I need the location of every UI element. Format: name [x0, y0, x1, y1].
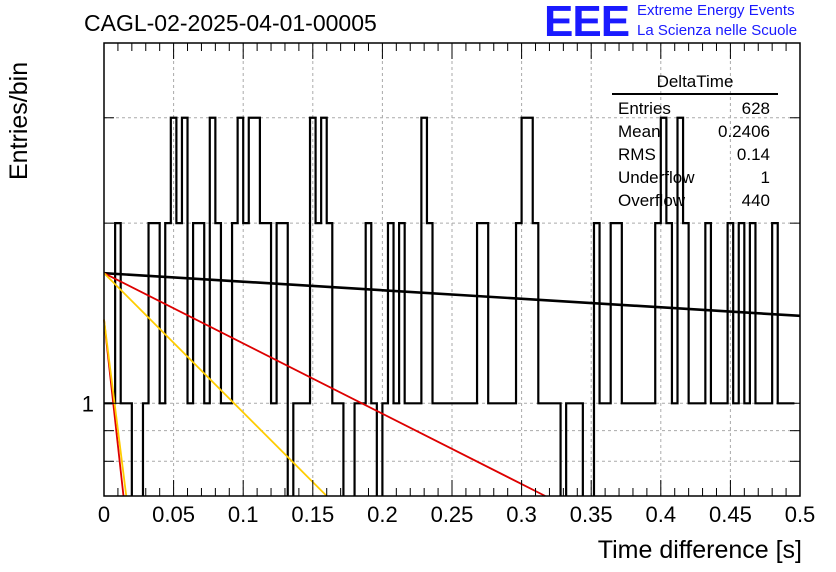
x-tick-label: 0.2	[367, 502, 398, 527]
x-tick-label: 0.3	[506, 502, 537, 527]
stats-row-mean: Mean 0.2406	[612, 120, 778, 143]
stats-value: 628	[741, 99, 770, 118]
stats-value: 1	[760, 168, 770, 187]
stats-value: 440	[741, 191, 770, 210]
fit-line-0	[103, 271, 801, 318]
y-axis-label: Entries/bin	[5, 61, 33, 180]
y-tick-label: 1	[82, 391, 94, 416]
stats-row-overflow: Overflow 440	[612, 189, 778, 212]
x-tick-label: 0.05	[152, 502, 195, 527]
histogram-bins	[104, 116, 795, 496]
stats-label: Overflow	[618, 191, 686, 210]
fit-line-2	[103, 272, 328, 497]
x-tick-label: 0.5	[785, 502, 816, 527]
run-title: CAGL-02-2025-04-01-00005	[84, 10, 377, 36]
x-tick-label: 0.35	[570, 502, 613, 527]
eee-logo: EEE	[544, 0, 630, 46]
x-axis-label: Time difference [s]	[597, 536, 802, 564]
x-tick-label: 0.1	[228, 502, 259, 527]
stats-label: Underflow	[618, 168, 695, 187]
fit-line-1	[103, 272, 546, 497]
fit-line-4	[103, 319, 128, 497]
stats-label: RMS	[618, 145, 656, 164]
stats-title: DeltaTime	[612, 72, 778, 95]
x-tick-label: 0	[98, 502, 110, 527]
x-tick-label: 0.25	[431, 502, 474, 527]
stats-value: 0.14	[736, 145, 770, 164]
stats-label: Mean	[618, 122, 661, 141]
stats-row-entries: Entries 628	[612, 97, 778, 120]
stats-row-underflow: Underflow 1	[612, 166, 778, 189]
stats-label: Entries	[618, 99, 671, 118]
logo-line-1: Extreme Energy Events	[637, 2, 795, 19]
x-tick-label: 0.45	[709, 502, 752, 527]
stats-value: 0.2406	[718, 122, 770, 141]
stats-box: DeltaTime Entries 628 Mean 0.2406 RMS 0.…	[612, 72, 778, 212]
stats-row-rms: RMS 0.14	[612, 143, 778, 166]
x-tick-label: 0.15	[291, 502, 334, 527]
logo-line-2: La Scienza nelle Scuole	[637, 22, 798, 39]
x-tick-label: 0.4	[646, 502, 677, 527]
